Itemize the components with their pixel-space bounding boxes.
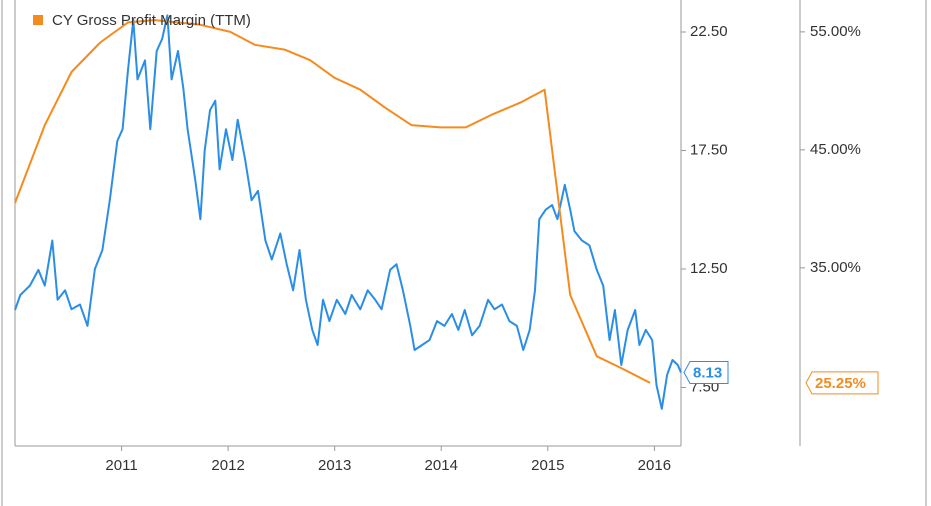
x-tick-label: 2015 [531, 457, 564, 474]
y2-tick-label: 45.00% [810, 141, 861, 158]
y2-tick-label: 55.00% [810, 23, 861, 40]
data-line [14, 19, 651, 384]
x-tick-label: 2013 [318, 457, 351, 474]
x-tick-label: 2016 [638, 457, 671, 474]
data-line [14, 14, 682, 410]
y-tick-label: 17.50 [690, 141, 728, 158]
end-label: 8.13 [693, 365, 722, 382]
legend-label: CY Gross Profit Margin (TTM) [52, 12, 251, 29]
end-label-box [805, 371, 879, 395]
end-label: 25.25% [815, 375, 866, 392]
x-tick-label: 2011 [105, 457, 137, 474]
x-tick-label: 2012 [211, 457, 244, 474]
y-tick-label: 22.50 [690, 23, 728, 40]
legend-swatch [33, 15, 43, 25]
x-tick-label: 2014 [425, 457, 458, 474]
y2-tick-label: 35.00% [810, 259, 861, 276]
y-tick-label: 12.50 [690, 260, 728, 277]
end-label-box [683, 361, 729, 385]
